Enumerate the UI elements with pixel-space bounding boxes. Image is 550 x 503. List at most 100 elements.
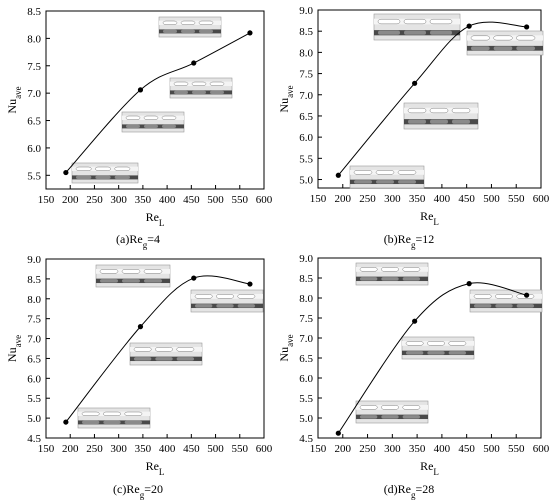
y-tick-label: 6.0 [299,373,313,385]
gas-slug-bubble [216,304,234,308]
data-point [335,430,341,436]
gas-slug-bubble [359,405,378,410]
y-tick-label: 6.0 [27,373,41,385]
x-tick-label: 200 [335,443,352,455]
x-axis-title-subscript: L [159,467,165,477]
flow-photo-inset [77,407,151,429]
flow-photo-frame [466,30,544,56]
gas-slug-bubble [402,277,420,281]
y-tick-label: 5.0 [299,175,313,187]
caption-subscript: g [140,490,145,500]
y-tick-label: 8.5 [299,273,313,285]
caption-value: =4 [147,232,160,246]
y-tick-label: 5.5 [27,393,41,405]
x-tick-label: 150 [310,193,327,205]
x-tick-label: 150 [310,443,327,455]
y-tick-label: 6.5 [299,353,313,365]
gas-slug-bubble [375,170,395,175]
gas-slug-bubble [452,119,470,124]
gas-slug-bubble [398,180,416,184]
flow-photo-inset [129,342,203,366]
data-point [63,169,69,176]
flow-photo-frame [355,400,429,424]
gas-slug-bubble [359,267,378,272]
gas-slug-bubble [75,166,92,171]
x-tick-label: 300 [110,194,127,206]
panel-caption: (b)Reg=12 [384,232,435,250]
y-axis-title-base: Nu [277,347,291,362]
x-tick-label: 150 [38,194,55,206]
y-tick-label: 7.5 [27,61,41,73]
x-tick-label: 200 [62,194,79,206]
x-axis-title-subscript: L [433,217,439,227]
gas-slug-bubble [430,119,448,124]
gas-slug-bubble [237,294,256,299]
x-tick-label: 250 [359,443,376,455]
gas-slug-bubble [95,175,111,179]
flow-photo-frame [169,77,233,99]
x-tick-label: 500 [483,443,500,455]
gas-slug-bubble [354,180,372,184]
y-tick-label: 6.5 [27,116,41,128]
x-tick-label: 300 [110,443,127,455]
y-tick-label: 6.0 [299,132,313,144]
gas-slug-bubble [381,277,399,281]
flow-photo-frame [77,407,151,429]
gas-slug-bubble [195,304,213,308]
y-tick-label: 8.5 [27,274,41,286]
data-point [137,324,144,330]
y-tick-label: 8.0 [299,47,313,59]
flow-photo-frame [403,102,479,130]
flow-photo-inset [95,264,171,288]
gas-slug-bubble [451,107,471,114]
x-axis-title: ReL [420,209,439,227]
chart-panel-b: 150 200 250 300 350 400 450 500 550 600 5.0 5.5 6.0 6… [277,5,550,250]
gas-slug-bubble [448,351,466,355]
flow-photo-inset [401,336,475,360]
y-tick-label: 9.0 [299,253,313,265]
gas-slug-bubble [144,124,158,128]
y-tick-label: 5.5 [299,393,313,405]
gas-slug-bubble [381,415,399,419]
y-tick-label: 7.0 [27,88,41,100]
gas-slug-bubble [176,357,194,361]
flow-photo-frame [95,264,171,288]
gas-slug-bubble [125,115,141,120]
flow-photo-frame [401,336,475,360]
y-axis-title-base: Nu [277,98,291,113]
x-tick-label: 450 [183,194,200,206]
data-point [524,24,530,30]
y-axis-title: Nuave [277,85,295,112]
gas-slug-bubble [103,411,121,416]
x-tick-label: 450 [458,193,475,205]
gas-slug-bubble [180,20,196,25]
gas-slug-bubble [216,294,234,299]
data-point [335,172,341,178]
y-tick-label: 8.5 [27,6,41,18]
caption-text: (a)Re [116,232,143,246]
plot-frame [317,257,542,439]
gas-slug-bubble [103,420,121,424]
flow-photo-inset [349,165,425,189]
data-point [191,275,197,281]
y-tick-label: 4.5 [299,433,313,445]
gas-slug-bubble [155,357,173,361]
flow-photo-inset [403,102,479,130]
gas-slug-bubble [143,115,159,120]
flow-photo-frame [349,165,425,189]
x-tick-label: 550 [508,193,525,205]
x-tick-label: 450 [458,443,475,455]
x-axis-title-base: Re [420,209,433,223]
gas-slug-bubble [174,90,188,94]
gas-slug-bubble [473,294,492,299]
caption-subscript: g [143,240,148,250]
x-tick-label: 200 [335,193,352,205]
gas-slug-bubble [134,357,152,361]
x-axis-title-base: Re [420,459,433,473]
gas-slug-bubble [402,415,420,419]
x-axis-title-base: Re [146,210,159,224]
gas-slug-bubble [181,29,195,33]
y-tick-label: 7.5 [27,314,41,326]
gas-slug-bubble [406,351,424,355]
